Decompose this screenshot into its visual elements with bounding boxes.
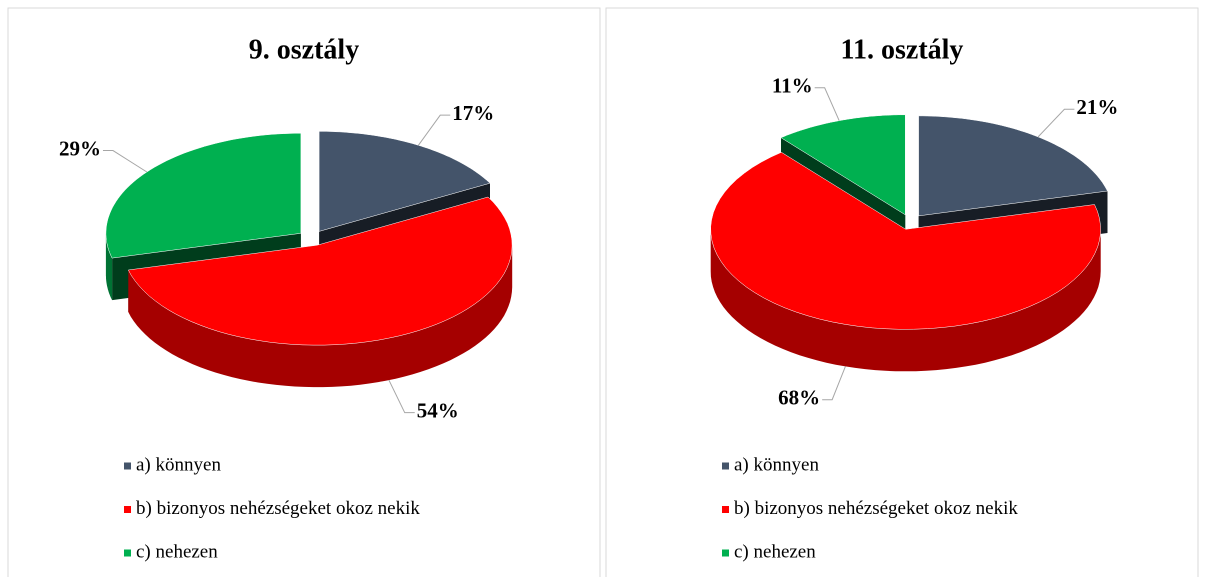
legend-swatch	[722, 549, 729, 557]
legend-label: a) könnyen	[136, 454, 221, 475]
data-label: 21%	[1076, 95, 1118, 119]
data-label: 29%	[59, 136, 101, 160]
leader-line	[1037, 108, 1075, 138]
legend-label: c) nehezen	[136, 541, 218, 562]
leader-line	[814, 87, 840, 121]
legend-swatch	[722, 462, 729, 470]
legend-swatch	[124, 506, 131, 513]
slice	[105, 133, 302, 259]
slice	[710, 152, 1101, 330]
data-label: 17%	[452, 101, 494, 125]
leader-line	[417, 114, 451, 146]
chart-title: 11. osztály	[841, 34, 964, 65]
slice-side	[105, 233, 113, 301]
legend-label: b) bizonyos nehézségeket okoz nekik	[734, 498, 1018, 519]
legend-label: b) bizonyos nehézségeket okoz nekik	[136, 498, 420, 519]
chart-title: 9. osztály	[249, 34, 359, 65]
legend-label: a) könnyen	[734, 454, 819, 475]
leader-line	[388, 379, 415, 414]
legend-swatch	[124, 462, 131, 470]
legend-label: c) nehezen	[734, 541, 816, 562]
legend-swatch	[722, 506, 729, 513]
slice	[127, 196, 513, 346]
slice	[780, 114, 906, 216]
slice-side	[710, 229, 1101, 372]
data-label: 11%	[772, 74, 813, 98]
leader-line	[822, 366, 846, 401]
slice-side	[128, 245, 513, 388]
data-label: 68%	[778, 386, 820, 410]
data-label: 54%	[417, 398, 459, 422]
legend-swatch	[124, 549, 131, 557]
leader-line	[102, 150, 148, 173]
